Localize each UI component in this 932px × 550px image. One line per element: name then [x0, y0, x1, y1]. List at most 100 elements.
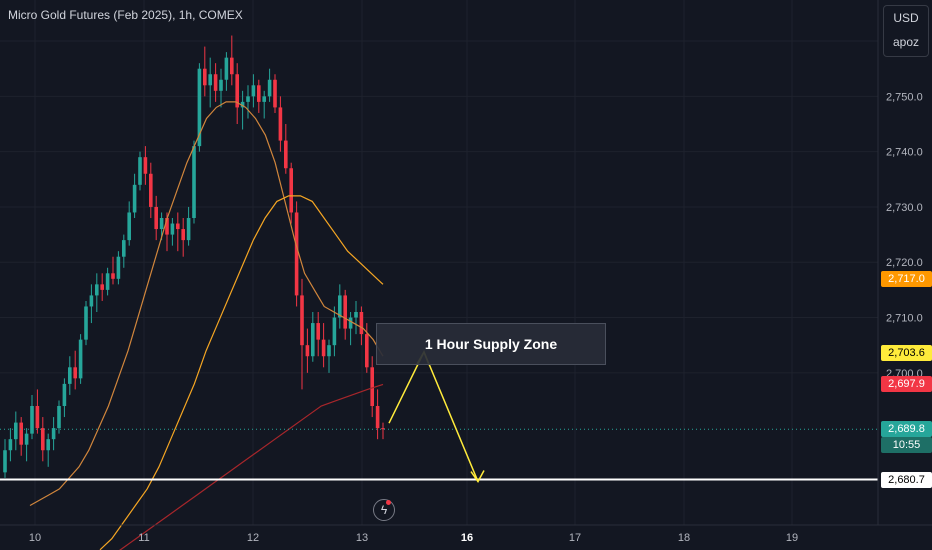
candle-body — [89, 295, 94, 307]
candle-body — [251, 85, 256, 97]
x-tick-label: 18 — [678, 532, 690, 544]
candle-body — [235, 74, 239, 108]
candle-body — [24, 433, 29, 445]
candle-body — [62, 383, 67, 406]
candle-body — [375, 406, 380, 429]
x-tick-label: 17 — [569, 532, 581, 544]
candle-body — [57, 406, 61, 429]
candle-body — [192, 146, 196, 218]
candle-body — [154, 206, 158, 230]
supply-zone-label[interactable]: 1 Hour Supply Zone — [376, 323, 606, 365]
candle-body — [8, 439, 13, 451]
price-levels — [0, 428, 878, 481]
candle-body — [159, 218, 164, 230]
projection-arrows — [388, 350, 485, 483]
grid-lines — [0, 0, 878, 525]
candle-body — [41, 428, 45, 451]
x-tick-label: 12 — [247, 532, 259, 544]
currency-label[interactable]: USD — [893, 11, 919, 25]
candle-body — [327, 345, 331, 357]
candle-body — [321, 339, 326, 357]
candle-body — [186, 218, 191, 241]
moving-average-series — [29, 101, 384, 550]
y-tick-label: 2,710.0 — [886, 313, 923, 325]
projection-path — [388, 350, 479, 482]
candlestick-series — [3, 35, 385, 478]
candle-body — [338, 295, 342, 318]
candle-body — [105, 273, 110, 290]
candle-body — [289, 168, 293, 213]
candle-body — [51, 428, 56, 440]
x-axis[interactable]: 10 11 12 13 16 17 18 19 — [0, 524, 932, 544]
x-tick-label: 10 — [29, 532, 41, 544]
candle-body — [95, 284, 99, 296]
x-tick-label: 16 — [461, 532, 473, 544]
candle-body — [224, 57, 229, 80]
candle-countdown: 10:55 — [881, 437, 932, 454]
candle-body — [46, 439, 50, 451]
candle-body — [127, 212, 131, 241]
alert-badge — [386, 500, 391, 505]
candle-body — [35, 406, 40, 429]
candle-body — [365, 334, 369, 368]
candle-body — [197, 68, 202, 147]
candle-body — [170, 223, 175, 235]
candle-body — [257, 85, 261, 102]
y-tick-label: 2,740.0 — [886, 147, 923, 159]
candle-body — [311, 323, 315, 357]
price-tag-ma-long: 2,697.9 — [881, 376, 932, 393]
candle-body — [354, 312, 358, 318]
candle-body — [68, 367, 72, 384]
y-tick-label: 2,750.0 — [886, 91, 923, 103]
candle-body — [294, 212, 299, 296]
candle-body — [132, 184, 137, 213]
candle-body — [246, 96, 250, 102]
price-tag-ma-fast: 2,717.0 — [881, 270, 932, 287]
candle-body — [176, 223, 180, 230]
candle-body — [14, 422, 18, 440]
candle-body — [262, 96, 266, 102]
moving-average-line — [99, 195, 384, 550]
candle-body — [305, 345, 310, 357]
candle-body — [73, 367, 77, 379]
candle-body — [267, 79, 272, 97]
candle-body — [213, 74, 218, 91]
y-tick-label: 2,730.0 — [886, 202, 923, 214]
price-tag-current: 2,689.8 — [881, 421, 932, 438]
x-tick-label: 19 — [786, 532, 798, 544]
candle-body — [278, 107, 283, 141]
candle-body — [316, 323, 320, 340]
candle-body — [381, 428, 385, 430]
moving-average-line — [29, 101, 384, 507]
candle-body — [359, 312, 364, 335]
candle-body — [100, 284, 104, 290]
candle-body — [208, 74, 212, 86]
candle-body — [300, 295, 304, 346]
moving-average-line — [119, 383, 384, 550]
flash-alert-icon[interactable]: ϟ — [373, 499, 395, 521]
candle-body — [332, 317, 337, 346]
user-label: apoz — [892, 35, 920, 49]
x-tick-label: 13 — [356, 532, 368, 544]
candle-body — [116, 256, 121, 279]
candle-body — [111, 273, 115, 279]
candle-body — [122, 240, 126, 257]
x-tick-label: 11 — [138, 532, 149, 544]
candle-body — [19, 422, 23, 445]
candle-body — [84, 306, 88, 340]
candle-body — [78, 339, 83, 379]
currency-user-box[interactable]: USD apoz — [883, 5, 929, 57]
chart-title[interactable]: Micro Gold Futures (Feb 2025), 1h, COMEX — [8, 8, 243, 22]
candle-body — [3, 450, 7, 473]
candle-body — [149, 173, 153, 207]
price-tag-ma-mid: 2,703.6 — [881, 344, 932, 361]
candle-body — [240, 101, 245, 108]
candle-body — [273, 79, 277, 108]
arrowhead-down — [470, 470, 485, 483]
candle-body — [143, 157, 148, 174]
candle-body — [181, 229, 185, 241]
candle-body — [348, 317, 353, 329]
candle-body — [30, 406, 34, 434]
candle-body — [343, 295, 347, 329]
